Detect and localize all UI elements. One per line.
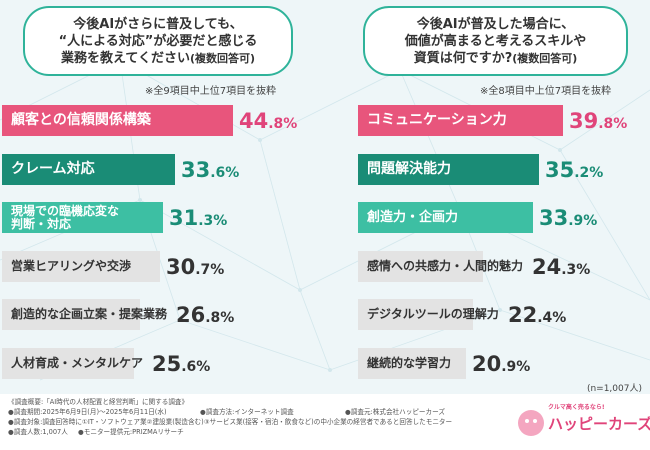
left-bar-3: 現場での臨機応変な 判断・対応 31.3%: [2, 202, 227, 233]
right-bar-label-line: コミュニケーション力: [367, 112, 507, 128]
left-bar-label-line: 営業ヒアリングや交渉: [11, 259, 132, 273]
left-value-label-3: 31.3%: [169, 202, 227, 233]
left-bar-label-2: クレーム対応: [11, 161, 95, 177]
left-value-label-6: 25.6%: [152, 348, 210, 379]
right-question-box: 今後AIが普及した場合に、 価値が高まると考えるスキルや 資質は何ですか?(複数…: [363, 6, 628, 76]
right-value-dec: .4%: [537, 310, 567, 326]
footer-period: ●調査期間:2025年6月9日(月)〜2025年6月11日(水): [8, 408, 167, 416]
right-value-label-5: 22.4%: [508, 299, 566, 330]
right-question-line-3: 資質は何ですか?: [413, 50, 513, 66]
right-value-int: 20: [472, 352, 502, 376]
footer-organizer: ●調査元:株式会社ハッピーカーズ: [345, 408, 445, 416]
right-value-dec: .9%: [501, 359, 531, 375]
right-value-int: 33: [539, 206, 569, 230]
right-question-line-2: 価値が高まると考えるスキルや: [404, 33, 587, 49]
right-bar-label-2: 問題解決能力: [367, 161, 451, 177]
footer-count: ●調査人数:1,007人: [8, 428, 68, 436]
left-value-int: 30: [166, 255, 196, 279]
left-bar-label-line: 判断・対応: [11, 216, 72, 231]
left-bar-label-line: 顧客との信頼関係構築: [11, 112, 151, 128]
left-bar-label-4: 営業ヒアリングや交渉: [11, 260, 131, 273]
left-value-dec: .8%: [268, 116, 298, 132]
right-value-label-4: 24.3%: [532, 251, 590, 282]
left-question-suffix: (複数回答可): [189, 51, 256, 65]
right-bar-label-line: 問題解決能力: [367, 161, 451, 177]
right-question-suffix: (複数回答可): [512, 51, 578, 65]
right-bar-label-6: 継続的な学習力: [367, 357, 451, 370]
footer-target: ●調査対象:調査回答時に①IT・ソフトウェア業②建設業(製造含む)③サービス業(…: [8, 418, 453, 426]
survey-footer: 《調査概要:「AI時代の人材配置と経営判断」に関する調査》 ●調査期間:2025…: [0, 394, 650, 450]
left-value-dec: .8%: [205, 310, 235, 326]
left-value-label-4: 30.7%: [166, 251, 224, 282]
right-bar-5: デジタルツールの理解力 22.4%: [358, 299, 566, 330]
left-value-int: 44: [239, 109, 269, 133]
left-bar-label-line: 人材育成・メンタルケア: [11, 356, 144, 370]
right-value-int: 24: [532, 255, 562, 279]
right-note: ※全8項目中上位7項目を抜粋: [480, 86, 612, 97]
left-bar-label-line: 現場での臨機応変な: [11, 203, 120, 218]
left-value-dec: .6%: [181, 359, 211, 375]
right-bar-label-line: 創造力・企画力: [367, 210, 459, 225]
left-bar-4: 営業ヒアリングや交渉 30.7%: [2, 251, 224, 282]
left-question-box: 今後AIがさらに普及しても、 “人による対応”が必要だと感じる 業務を教えてくだ…: [23, 6, 293, 76]
right-question-line-1: 今後AIが普及した場合に、: [416, 16, 575, 32]
right-value-dec: .9%: [568, 213, 598, 229]
right-value-int: 35: [545, 158, 575, 182]
right-value-dec: .3%: [561, 262, 591, 278]
right-value-label-2: 35.2%: [545, 154, 603, 185]
right-value-label-3: 33.9%: [539, 202, 597, 233]
left-bar-label-3: 現場での臨機応変な 判断・対応: [11, 203, 120, 231]
right-bar-label-1: コミュニケーション力: [367, 112, 507, 128]
right-value-dec: .8%: [598, 116, 628, 132]
right-bar-label-line: 感情への共感力・人間的魅力: [367, 259, 524, 273]
logo-name: ハッピーカーズ: [548, 415, 650, 433]
left-bar-label-line: 創造的な企画立案・提案業務: [11, 307, 168, 321]
right-bar-label-5: デジタルツールの理解力: [367, 308, 499, 321]
left-bar-5: 創造的な企画立案・提案業務 26.8%: [2, 299, 234, 330]
left-bar-label-1: 顧客との信頼関係構築: [11, 112, 151, 128]
right-value-int: 22: [508, 303, 538, 327]
right-bar-4: 感情への共感力・人間的魅力 24.3%: [358, 251, 590, 282]
right-bar-label-line: デジタルツールの理解力: [367, 307, 499, 321]
right-bar-1: コミュニケーション力 39.8%: [358, 105, 627, 136]
left-bar-label-5: 創造的な企画立案・提案業務: [11, 308, 167, 321]
footer-method: ●調査方法:インターネット調査: [200, 408, 294, 416]
right-value-int: 39: [569, 109, 599, 133]
left-bar-2: クレーム対応 33.6%: [2, 154, 239, 185]
logo-face-icon: [518, 410, 544, 436]
left-value-label-2: 33.6%: [181, 154, 239, 185]
right-bar-6: 継続的な学習力 20.9%: [358, 348, 530, 379]
right-value-label-1: 39.8%: [569, 105, 627, 136]
left-question-line-3: 業務を教えてください: [60, 50, 190, 66]
right-bar-label-line: 継続的な学習力: [367, 356, 452, 370]
left-value-dec: .7%: [195, 262, 225, 278]
left-question-line-1: 今後AIがさらに普及しても、: [73, 16, 243, 32]
left-value-int: 31: [169, 206, 199, 230]
right-bar-label-4: 感情への共感力・人間的魅力: [367, 260, 523, 273]
left-bar-1: 顧客との信頼関係構築 44.8%: [2, 105, 297, 136]
left-value-int: 33: [181, 158, 211, 182]
left-value-dec: .6%: [210, 165, 240, 181]
left-note: ※全9項目中上位7項目を抜粋: [145, 86, 277, 97]
left-value-int: 25: [152, 352, 182, 376]
right-value-label-6: 20.9%: [472, 348, 530, 379]
left-value-label-1: 44.8%: [239, 105, 297, 136]
left-question-line-2: “人による対応”が必要だと感じる: [58, 33, 258, 49]
right-value-dec: .2%: [574, 165, 604, 181]
left-value-dec: .3%: [198, 213, 228, 229]
left-bar-6: 人材育成・メンタルケア 25.6%: [2, 348, 210, 379]
happy-cars-logo: クルマ高く売るなら! ハッピーカーズ: [518, 402, 650, 442]
left-value-label-5: 26.8%: [176, 299, 234, 330]
footer-heading: 《調査概要:「AI時代の人材配置と経営判断」に関する調査》: [8, 398, 189, 406]
right-bar-2: 問題解決能力 35.2%: [358, 154, 603, 185]
left-bar-label-line: クレーム対応: [11, 161, 95, 177]
left-value-int: 26: [176, 303, 206, 327]
right-bar-label-3: 創造力・企画力: [367, 211, 458, 224]
footer-provider: ●モニター提供元:PRIZMAリサーチ: [78, 428, 184, 436]
sample-size-note: (n=1,007人): [586, 384, 642, 394]
right-bar-3: 創造力・企画力 33.9%: [358, 202, 597, 233]
logo-tagline: クルマ高く売るなら!: [548, 404, 605, 411]
left-bar-label-6: 人材育成・メンタルケア: [11, 357, 143, 370]
